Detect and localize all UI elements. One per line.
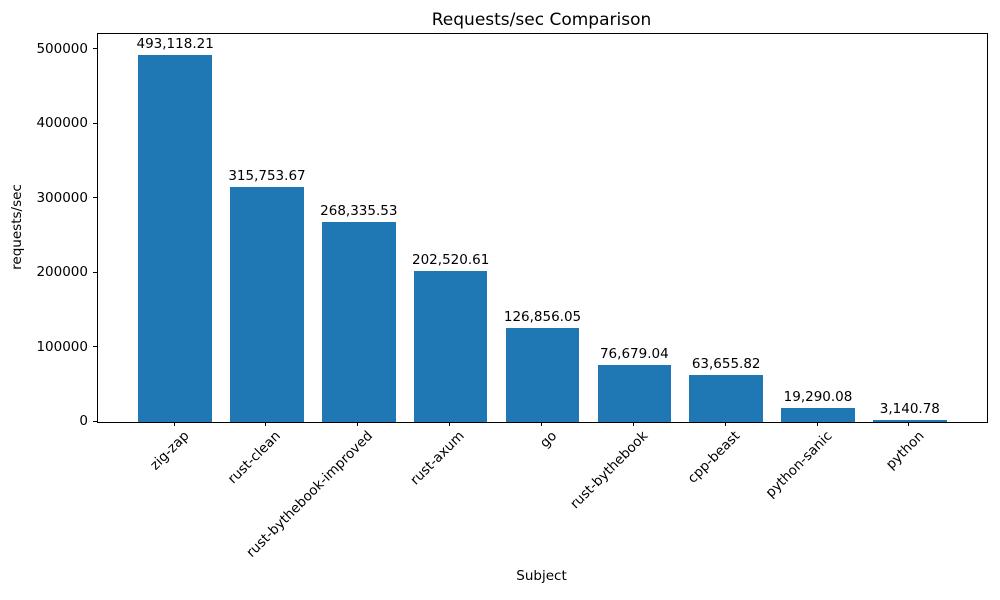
x-tick-mark	[908, 422, 910, 426]
x-tick-mark	[449, 422, 451, 426]
x-tick-label: zig-zap	[147, 428, 193, 474]
x-tick-mark	[816, 422, 818, 426]
x-tick-label: cpp-beast	[684, 428, 744, 487]
y-tick-mark	[93, 48, 97, 50]
x-tick-mark	[724, 422, 726, 426]
y-tick-label: 100000	[36, 338, 88, 355]
bar	[505, 327, 580, 422]
bar-value-label: 63,655.82	[691, 355, 761, 372]
y-tick-mark	[93, 420, 97, 422]
x-axis-label: Subject	[516, 568, 567, 584]
x-tick-label: python-sanic	[762, 428, 836, 501]
y-tick-mark	[93, 197, 97, 199]
bar-value-label: 76,679.04	[599, 345, 669, 362]
y-tick-label: 0	[79, 413, 88, 429]
x-tick-label: rust-clean	[225, 428, 285, 488]
x-tick-label: rust-bythebook	[567, 428, 652, 513]
x-tick-mark	[357, 422, 359, 426]
chart-title: Requests/sec Comparison	[431, 10, 652, 30]
bar-value-label: 493,118.21	[136, 35, 214, 52]
bar-value-label: 19,290.08	[783, 388, 853, 405]
bar	[230, 186, 304, 422]
x-tick-mark	[632, 422, 634, 426]
bar	[413, 271, 488, 422]
bar	[689, 374, 763, 422]
bar-value-label: 126,856.05	[503, 308, 582, 325]
bar-value-label: 3,140.78	[879, 400, 940, 417]
bar	[597, 364, 672, 422]
bar	[138, 54, 212, 422]
x-tick-mark	[265, 422, 267, 426]
bar	[322, 222, 396, 422]
bar-value-label: 315,753.67	[228, 167, 306, 184]
x-tick-mark	[541, 422, 542, 426]
y-axis-label: requests/sec	[9, 184, 25, 270]
y-tick-label: 400000	[36, 115, 88, 132]
bar	[781, 407, 855, 422]
bar	[873, 419, 947, 422]
y-tick-label: 200000	[36, 264, 88, 281]
x-tick-mark	[173, 422, 175, 426]
y-tick-mark	[93, 271, 97, 273]
bar-value-label: 268,335.53	[320, 203, 398, 220]
bar-value-label: 202,520.61	[412, 252, 490, 269]
y-tick-label: 300000	[36, 189, 88, 206]
y-tick-mark	[93, 346, 97, 348]
plot-area: 493,118.21 315,753.67 268,335.53 202,520.61…	[97, 33, 988, 423]
x-tick-label: rust-axum	[407, 428, 468, 489]
x-tick-label: python	[882, 428, 928, 473]
y-tick-mark	[93, 122, 97, 124]
y-tick-label: 500000	[36, 40, 88, 57]
x-tick-label: go	[536, 428, 560, 452]
